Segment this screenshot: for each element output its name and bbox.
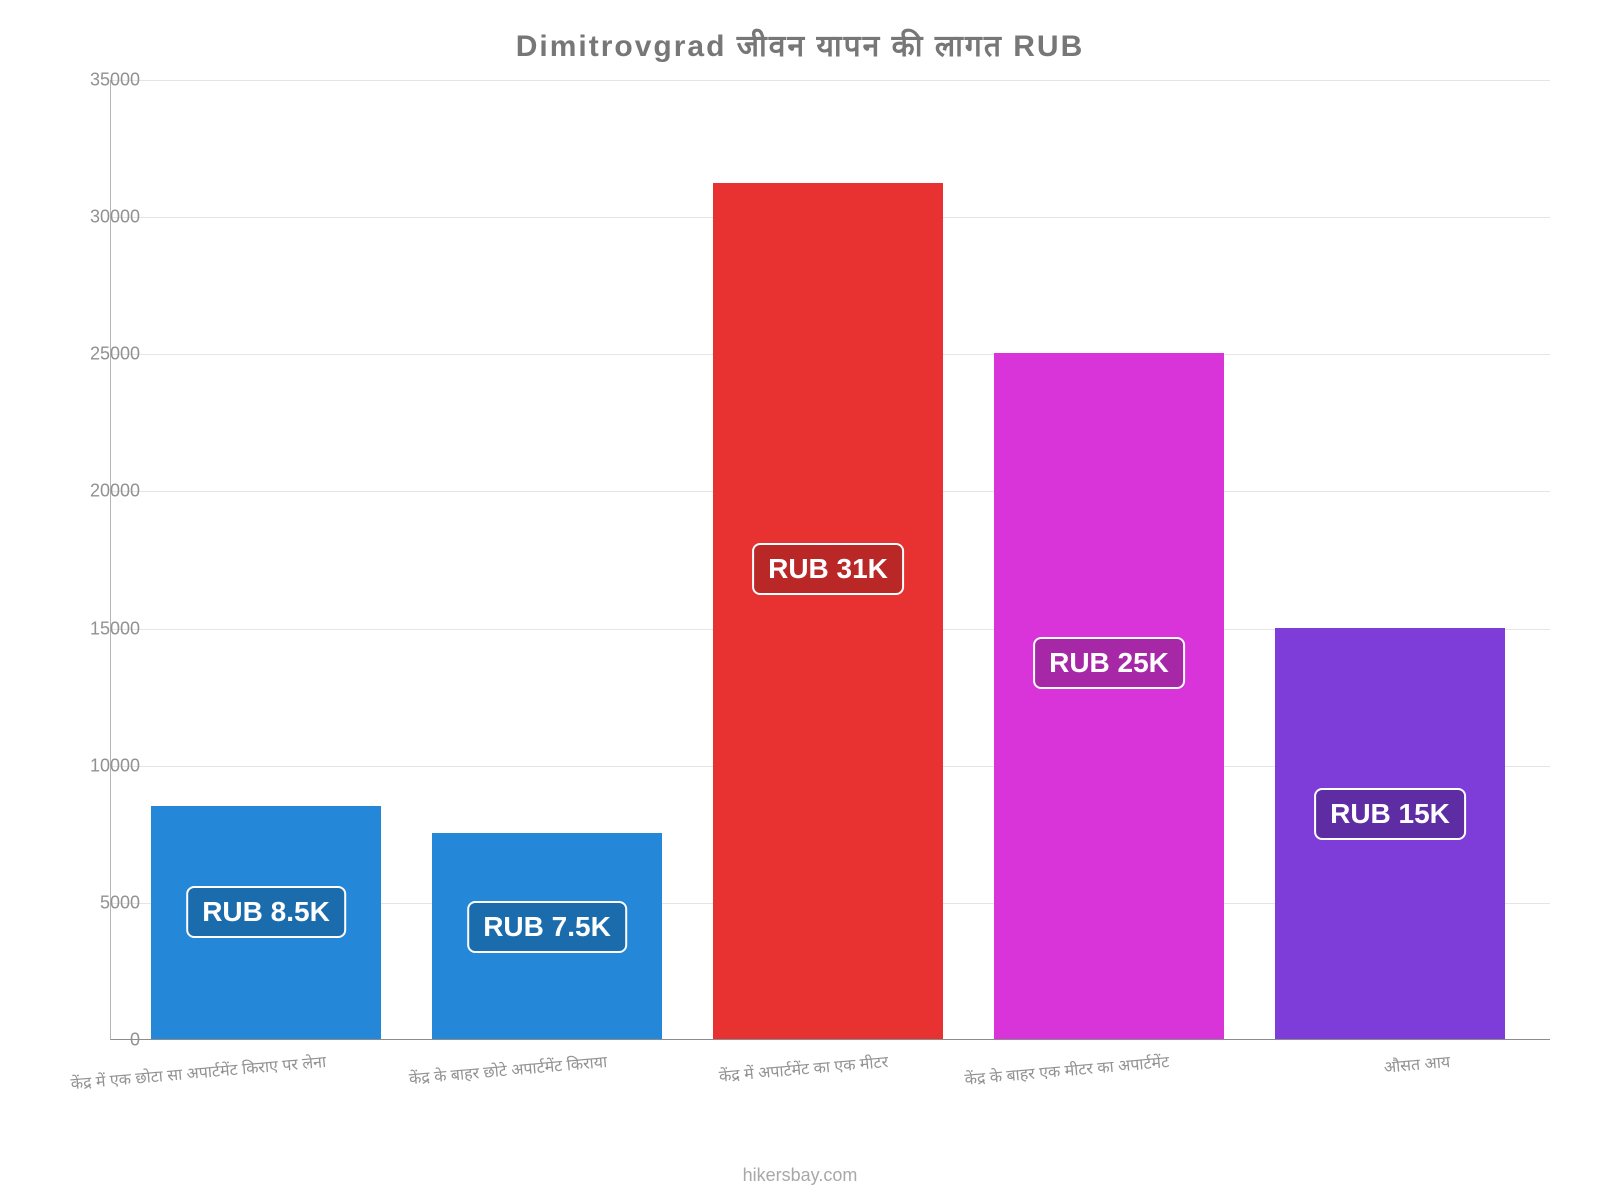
y-tick-label: 5000 bbox=[50, 892, 140, 913]
attribution-text: hikersbay.com bbox=[0, 1165, 1600, 1186]
bar-value-label: RUB 25K bbox=[1033, 637, 1185, 689]
bar-value-label: RUB 31K bbox=[752, 543, 904, 595]
y-tick-label: 20000 bbox=[50, 481, 140, 502]
x-tick-label: केंद्र के बाहर छोटे अपार्टमेंट किराया bbox=[408, 1050, 608, 1089]
x-tick-label: औसत आय bbox=[1383, 1050, 1451, 1078]
bar-value-label: RUB 15K bbox=[1314, 788, 1466, 840]
plot-area: RUB 8.5K RUB 7.5K RUB 31K RUB 25K RUB 15K bbox=[110, 80, 1550, 1040]
bar-value-label: RUB 8.5K bbox=[186, 886, 346, 938]
bar bbox=[994, 353, 1224, 1039]
bar-value-label: RUB 7.5K bbox=[467, 901, 627, 953]
y-tick-label: 10000 bbox=[50, 755, 140, 776]
y-tick-label: 15000 bbox=[50, 618, 140, 639]
gridline bbox=[111, 80, 1550, 81]
cost-of-living-chart: Dimitrovgrad जीवन यापन की लागत RUB RUB 8… bbox=[0, 0, 1600, 1200]
bar bbox=[713, 183, 943, 1039]
y-tick-label: 30000 bbox=[50, 207, 140, 228]
y-tick-label: 25000 bbox=[50, 344, 140, 365]
x-tick-label: केंद्र के बाहर एक मीटर का अपार्टमेंट bbox=[964, 1050, 1170, 1090]
x-tick-label: केंद्र में अपार्टमेंट का एक मीटर bbox=[718, 1050, 889, 1087]
y-tick-label: 35000 bbox=[50, 70, 140, 91]
chart-title: Dimitrovgrad जीवन यापन की लागत RUB bbox=[0, 0, 1600, 65]
y-tick-label: 0 bbox=[50, 1030, 140, 1051]
x-tick-label: केंद्र में एक छोटा सा अपार्टमेंट किराए प… bbox=[70, 1050, 327, 1094]
